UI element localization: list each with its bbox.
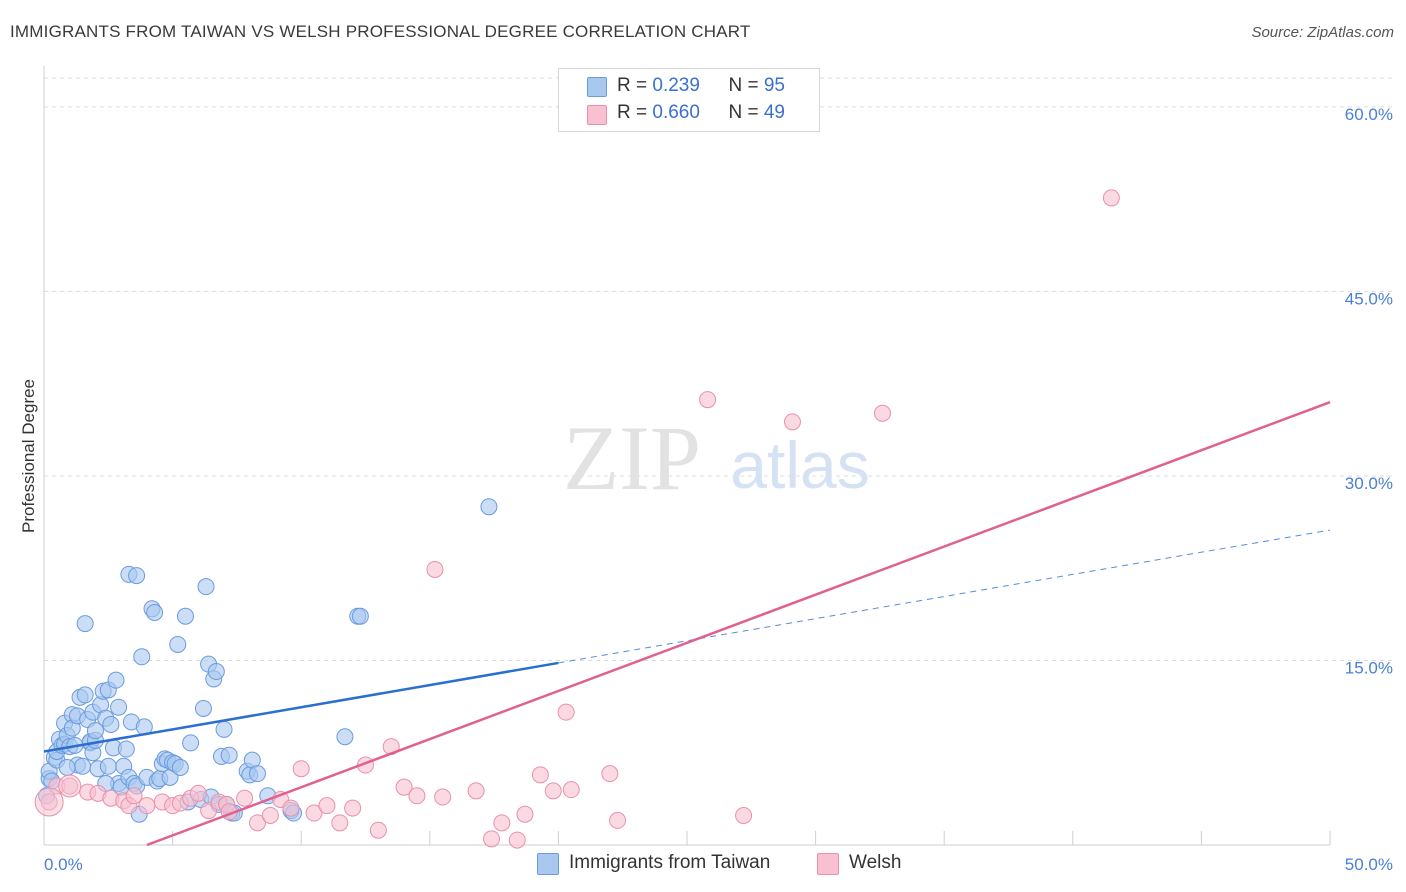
r-label: R = (617, 102, 653, 123)
taiwan-trend-extension (558, 529, 1331, 664)
welsh-point (426, 560, 444, 578)
taiwan-point (102, 715, 120, 733)
taiwan-point (480, 498, 498, 516)
watermark-zip: ZIP (563, 407, 701, 509)
taiwan-point (128, 567, 146, 585)
n-label: N = (728, 75, 764, 96)
welsh-point (873, 404, 891, 422)
x-tick-label: 50.0% (1345, 855, 1393, 874)
welsh-point (508, 831, 526, 849)
welsh-point (34, 787, 64, 817)
welsh-point (248, 814, 266, 832)
legend-swatch-welsh (817, 853, 839, 875)
legend-row-taiwan: R = 0.239 N = 95 (617, 75, 785, 97)
welsh-point (282, 799, 300, 817)
welsh-point (305, 804, 323, 822)
watermark-atlas: atlas (730, 428, 869, 502)
legend-label-taiwan: Immigrants from Taiwan (569, 852, 771, 873)
welsh-point (138, 797, 156, 815)
taiwan-point (76, 686, 94, 704)
welsh-point (189, 784, 207, 802)
taiwan-trend-line (43, 661, 559, 753)
legend-swatch-welsh (587, 105, 607, 125)
welsh-point (395, 778, 413, 796)
y-axis-label: Professional Degree (19, 379, 38, 533)
y-tick-label: 30.0% (1345, 474, 1393, 493)
welsh-point (493, 814, 511, 832)
taiwan-point (182, 734, 200, 752)
welsh-point (735, 806, 753, 824)
taiwan-point (171, 759, 189, 776)
taiwan-point (248, 765, 266, 783)
welsh-point (369, 821, 387, 839)
y-tick-label: 45.0% (1345, 289, 1393, 308)
welsh-point (609, 811, 627, 829)
taiwan-point (133, 648, 151, 666)
welsh-point (331, 814, 349, 832)
x-tick-label: 0.0% (44, 855, 83, 874)
taiwan-point (107, 671, 125, 689)
taiwan-point (197, 578, 215, 596)
r-label: R = (617, 75, 653, 96)
grid-lines (44, 77, 1395, 661)
welsh-point (467, 782, 485, 800)
taiwan-point (207, 663, 225, 681)
welsh-point (601, 765, 619, 783)
r-value: 0.239 (652, 75, 700, 96)
welsh-point (1102, 189, 1120, 207)
stats-legend: R = 0.239 N = 95 R = 0.660 N = 49 (558, 68, 820, 132)
welsh-point (516, 805, 534, 823)
welsh-point (434, 788, 452, 806)
taiwan-point (117, 740, 135, 758)
legend-row-welsh: R = 0.660 N = 49 (617, 102, 785, 124)
welsh-point (292, 760, 310, 778)
taiwan-point (169, 635, 187, 653)
taiwan-point (58, 759, 76, 776)
y-tick-label: 60.0% (1345, 105, 1393, 124)
taiwan-point (194, 699, 212, 717)
welsh-point (557, 703, 575, 721)
taiwan-point (86, 722, 104, 740)
welsh-point (562, 781, 580, 799)
welsh-trend-line (146, 400, 1331, 847)
welsh-point (125, 787, 143, 805)
taiwan-point (99, 757, 117, 775)
taiwan-point (220, 746, 238, 764)
source-label: Source: ZipAtlas.com (1251, 24, 1394, 41)
welsh-point (408, 787, 426, 805)
taiwan-point (146, 604, 164, 621)
n-value: 95 (763, 75, 785, 96)
taiwan-point (176, 607, 194, 625)
n-value: 49 (763, 102, 785, 123)
chart-title: IMMIGRANTS FROM TAIWAN VS WELSH PROFESSI… (10, 22, 751, 41)
welsh-point (531, 766, 549, 784)
welsh-point (699, 391, 717, 409)
watermark: ZIP atlas (563, 407, 870, 509)
taiwan-point (74, 757, 92, 775)
y-tick-label: 15.0% (1345, 658, 1393, 677)
r-value: 0.660 (652, 102, 700, 123)
legend-label-welsh: Welsh (849, 852, 902, 873)
welsh-point (318, 797, 336, 815)
data-points (34, 189, 1120, 849)
welsh-point (483, 830, 501, 848)
welsh-point (261, 806, 279, 824)
n-label: N = (728, 102, 764, 123)
tick-labels: 15.0% 30.0% 45.0% 60.0% 0.0% 50.0% (44, 105, 1393, 874)
taiwan-point (336, 728, 354, 746)
welsh-point (236, 789, 254, 807)
axes (43, 66, 1331, 846)
legend-swatch-taiwan (587, 77, 607, 97)
welsh-point (58, 774, 82, 798)
taiwan-point (110, 698, 128, 716)
taiwan-point (76, 615, 94, 633)
welsh-point (544, 782, 562, 800)
welsh-point (783, 413, 801, 431)
taiwan-point (351, 607, 369, 625)
welsh-point (344, 799, 362, 817)
trend-lines (43, 400, 1331, 847)
legend-swatch-taiwan (537, 853, 559, 875)
taiwan-point (215, 720, 233, 738)
